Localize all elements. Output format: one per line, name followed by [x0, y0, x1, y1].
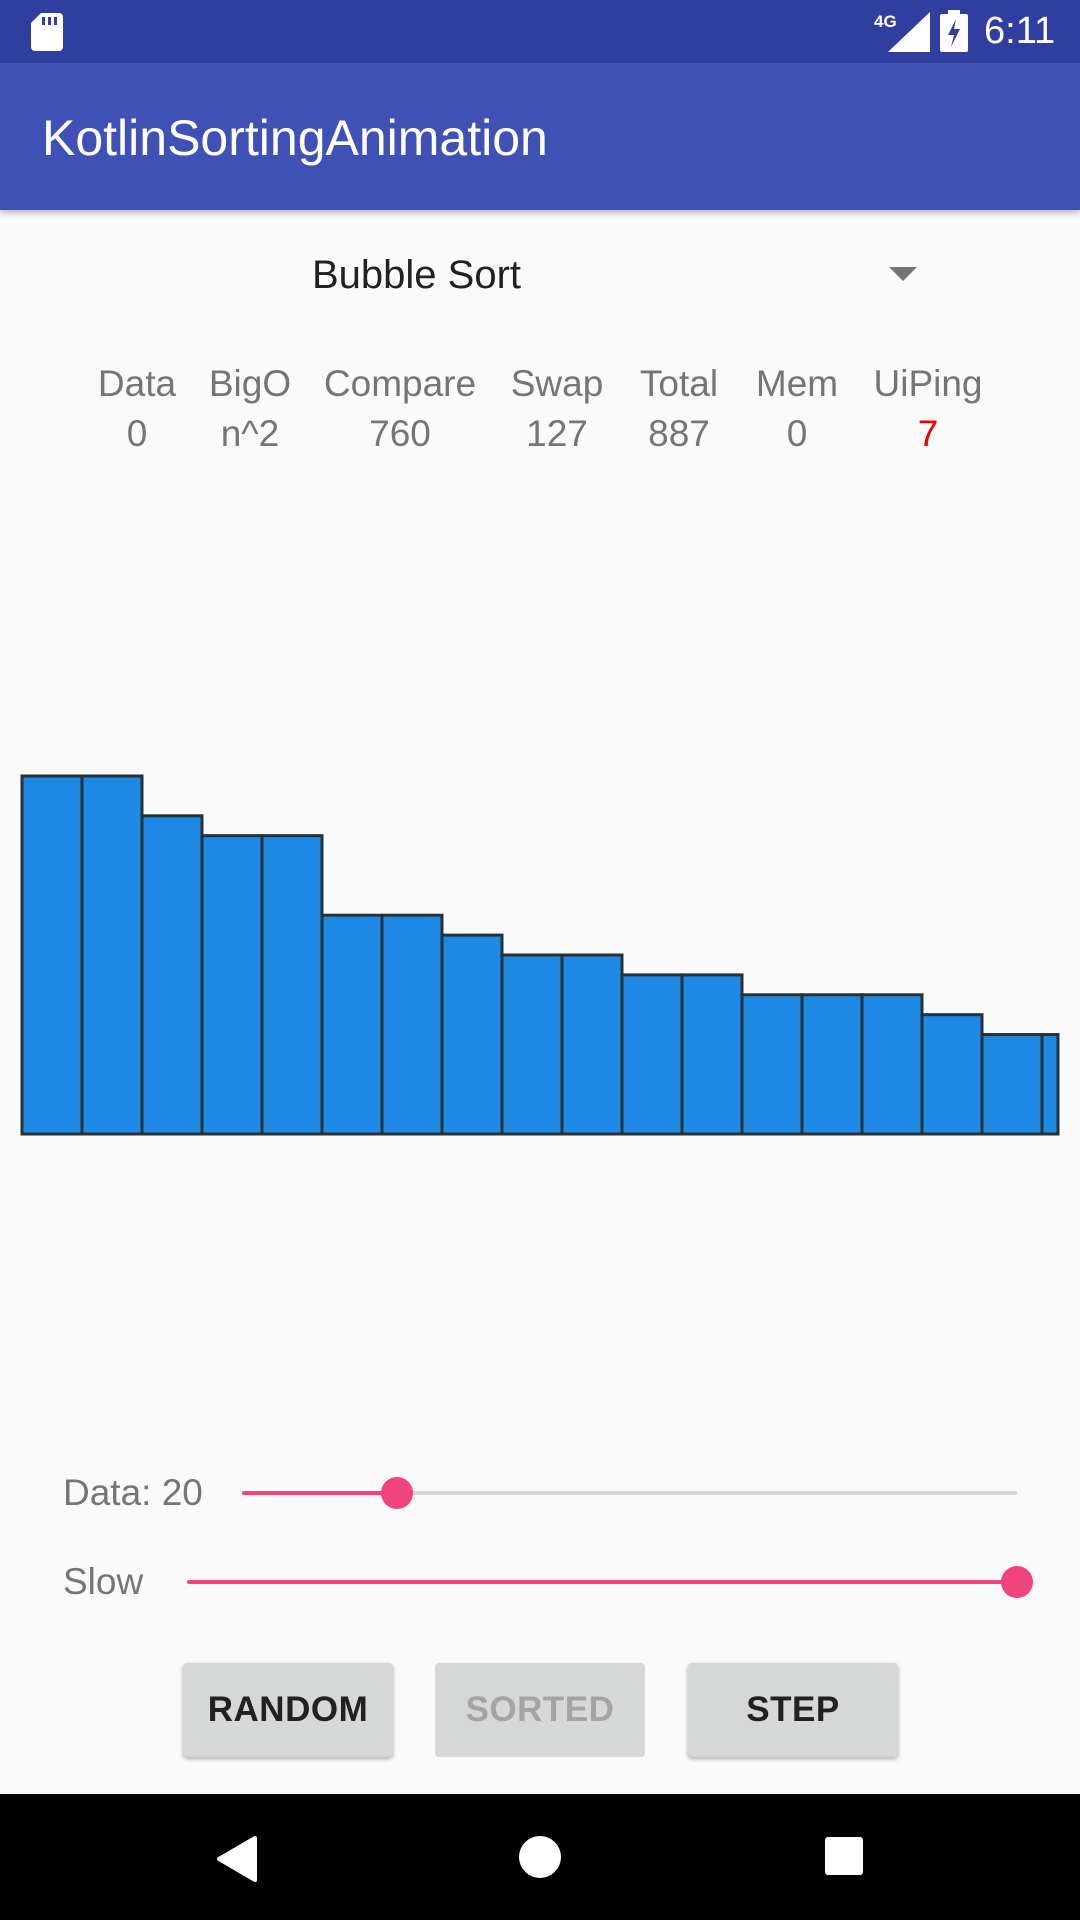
data-bar	[380, 913, 444, 1136]
bars-svg	[20, 774, 1060, 1136]
stat-value: 760	[369, 413, 431, 454]
step-button[interactable]: STEP	[688, 1663, 898, 1757]
sorted-button[interactable]: SORTED	[435, 1663, 645, 1757]
battery-charging-icon	[940, 10, 968, 52]
recents-icon[interactable]	[825, 1837, 863, 1875]
stat-value: 7	[917, 413, 939, 454]
stat-value: 0	[126, 413, 148, 454]
stat-value: 0	[786, 413, 808, 454]
stat-label: Compare	[323, 363, 477, 404]
data-size-slider-row: Data: 20	[0, 1458, 1080, 1528]
stat-label: BigO	[208, 363, 292, 404]
status-bar: 4G 6:11	[0, 0, 1080, 63]
speed-slider-row: Slow	[0, 1547, 1080, 1617]
speed-slider-fill	[187, 1580, 1017, 1584]
stat-compare: Compare 760	[320, 358, 480, 458]
stat-bigo: BigO n^2	[170, 358, 330, 458]
sd-card-icon	[31, 13, 63, 51]
dropdown-arrow-icon[interactable]	[889, 267, 917, 281]
stats-panel: Data 0 BigO n^2 Compare 760 Swap 127 Tot…	[0, 358, 1080, 458]
data-bar	[80, 774, 144, 1136]
data-bar	[440, 933, 504, 1136]
data-size-slider-fill	[242, 1491, 397, 1495]
stat-mem: Mem 0	[717, 358, 877, 458]
data-bar	[260, 834, 324, 1136]
navigation-bar	[0, 1794, 1080, 1920]
data-bar	[140, 814, 204, 1136]
algorithm-selected-value: Bubble Sort	[312, 253, 522, 297]
app-title: KotlinSortingAnimation	[42, 110, 548, 166]
stat-label: Total	[639, 363, 719, 404]
stat-label: Mem	[755, 363, 839, 404]
signal-icon: 4G	[874, 12, 930, 52]
data-size-slider[interactable]	[242, 1477, 1017, 1509]
data-bar	[560, 953, 624, 1136]
stat-label: UiPing	[873, 363, 983, 404]
app-bar: KotlinSortingAnimation	[0, 63, 1080, 210]
random-button[interactable]: RANDOM	[183, 1663, 393, 1757]
speed-label: Slow	[63, 1561, 144, 1602]
data-bar	[980, 1033, 1044, 1136]
stat-label: Swap	[510, 363, 604, 404]
stat-value: 887	[648, 413, 710, 454]
data-bar	[800, 993, 864, 1136]
data-bar	[680, 973, 744, 1136]
clock: 6:11	[984, 10, 1056, 52]
algorithm-spinner[interactable]: Bubble Sort	[0, 230, 1080, 320]
data-bar	[860, 993, 924, 1136]
stat-value: 127	[526, 413, 588, 454]
data-bar	[200, 834, 264, 1136]
data-bar	[920, 1013, 984, 1136]
sorting-bars-chart	[0, 760, 1080, 1140]
stat-value: n^2	[220, 413, 280, 454]
stat-swap: Swap 127	[477, 358, 637, 458]
data-bar	[620, 973, 684, 1136]
data-bar	[320, 913, 384, 1136]
data-size-label: Data: 20	[63, 1472, 203, 1513]
speed-slider-thumb[interactable]	[1001, 1566, 1033, 1598]
stat-data: Data 0	[57, 358, 217, 458]
data-size-slider-thumb[interactable]	[381, 1477, 413, 1509]
data-bar	[20, 774, 84, 1136]
stat-label: Data	[97, 363, 177, 404]
speed-slider[interactable]	[187, 1566, 1033, 1598]
data-bar	[1040, 1033, 1060, 1136]
data-bar	[740, 993, 804, 1136]
network-type-label: 4G	[874, 12, 897, 31]
back-icon[interactable]	[215, 1836, 257, 1882]
stat-total: Total 887	[599, 358, 759, 458]
stat-uiping: UiPing 7	[848, 358, 1008, 458]
data-bar	[500, 953, 564, 1136]
home-icon[interactable]	[519, 1836, 561, 1878]
